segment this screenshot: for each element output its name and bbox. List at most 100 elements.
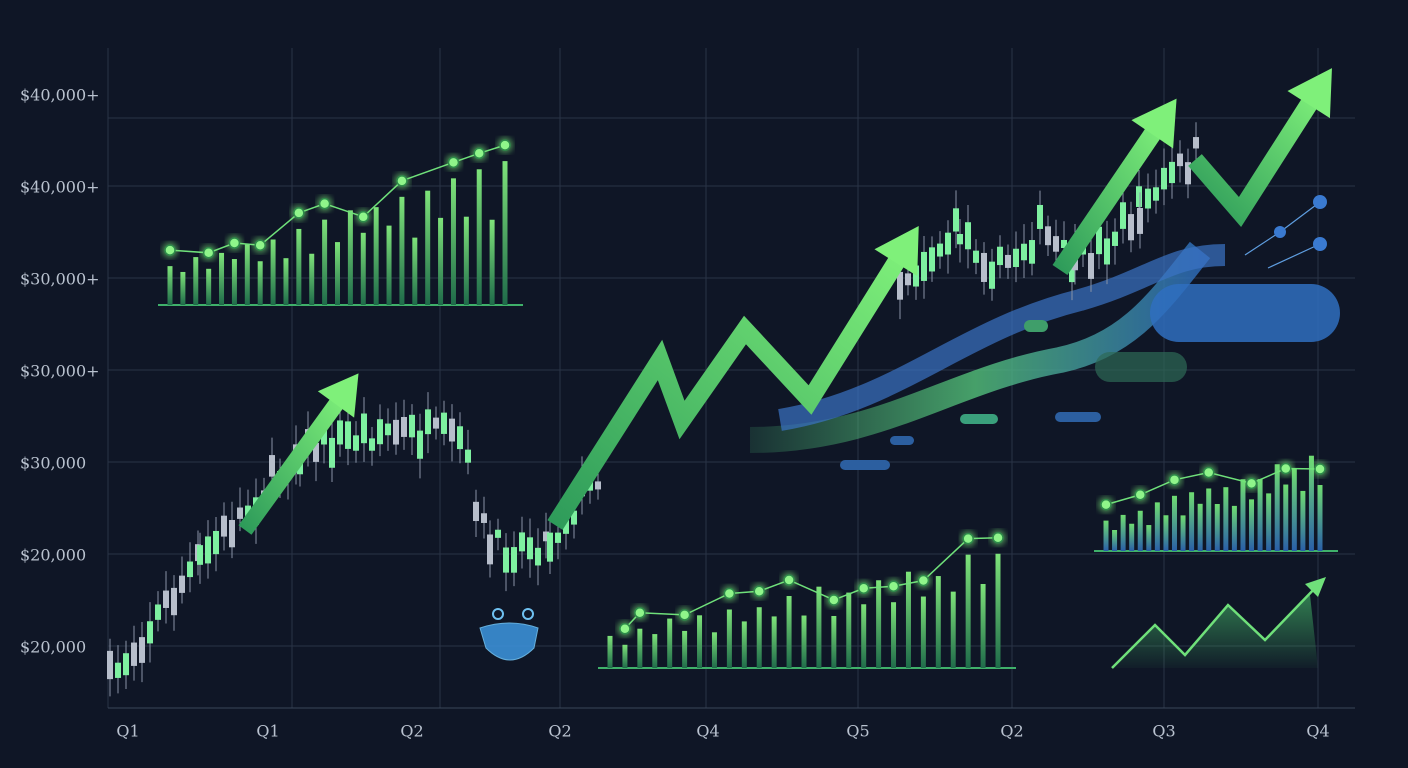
candle [535,547,541,566]
candle [519,532,525,552]
candle [377,419,383,445]
candle [229,519,235,548]
mini-bar [1231,505,1237,551]
mini-bar [1257,479,1263,551]
candle [973,250,979,263]
arrow-head [317,373,359,418]
mini-dot [228,237,241,249]
mini-bar [786,596,792,668]
candle [1185,162,1191,185]
dot [1274,226,1286,238]
mini-dot [992,532,1004,544]
x-axis-label: Q1 [116,722,139,741]
candle [547,532,553,562]
candle [1136,186,1142,207]
mini-bar [1146,525,1152,551]
mini-bar [257,261,263,305]
candle [465,449,471,463]
mini-bar [726,609,732,668]
mini-bar [935,576,941,668]
mini-bar [386,225,392,305]
mini-bar [1171,495,1177,551]
mini-bar [831,615,837,668]
candle [1193,137,1199,149]
mini-bar [1103,520,1109,551]
blob [1095,352,1187,382]
mini-bar [450,178,456,305]
dot [1313,195,1327,209]
mini-bar [965,554,971,668]
x-axis-label: Q4 [1306,722,1329,741]
decoration [479,195,1340,669]
candle [107,650,113,680]
candle [1045,226,1051,246]
y-axis-label: $30,000+ [20,270,100,289]
candle [361,413,367,444]
candle [495,529,501,538]
mini-dot [753,585,765,597]
blob [1150,284,1340,342]
mini-bar [283,258,289,305]
mini-bar [502,161,508,305]
candle [1037,204,1043,229]
arrow-body [1188,85,1326,228]
mini-bar [1308,455,1314,551]
candle [543,531,549,542]
mini-dot [1202,466,1215,479]
mini-bar [438,217,444,305]
blob [840,460,890,470]
candle [123,653,129,676]
mini-bar [1129,523,1135,551]
candle [937,243,943,257]
area-arrowhead [1305,577,1326,597]
candle [197,545,203,565]
mini-bar [637,628,643,668]
candle [385,423,391,436]
candle [441,412,447,434]
mini-dot [962,532,974,545]
candle [147,621,153,644]
candle [213,530,219,555]
mini-dot [917,574,930,587]
mini-bar [296,228,302,305]
candle [171,587,177,616]
mini-dot [828,594,840,606]
mini-dot [723,587,736,600]
mini-dot [619,623,631,635]
arrow-head [1287,68,1332,119]
candle [457,426,463,450]
mini-bar [1189,492,1195,551]
candle [1128,214,1134,241]
mini-bar [756,607,762,668]
area [1112,595,1318,668]
candle [433,417,439,429]
candle [1177,153,1183,167]
mini-bar [1112,530,1118,551]
mini-bar [244,244,250,305]
mini-bar [667,618,673,668]
candle [187,561,193,578]
candle [1005,254,1011,268]
mini-bar [360,232,366,305]
candle [329,437,335,468]
bowl-icon [479,622,539,661]
x-axis-label: Q2 [1000,722,1023,741]
candle [237,507,243,519]
mini-bar [1120,514,1126,551]
candle [393,419,399,445]
arrow-body [1052,114,1170,276]
mini-dot [857,582,870,595]
mini-bar [816,586,822,668]
mini-dot [634,606,646,619]
candle [913,265,919,287]
candle [1061,239,1067,249]
candle [1104,238,1110,265]
area-line [1111,584,1319,669]
mini-bar [1197,503,1203,551]
mini-bar [801,615,807,668]
dot [1313,237,1327,251]
mini-bar [1223,487,1229,551]
x-axis-label: Q4 [696,722,719,741]
y-axis-label: $20,000 [20,546,86,565]
y-axis-label: $30,000 [20,454,86,473]
